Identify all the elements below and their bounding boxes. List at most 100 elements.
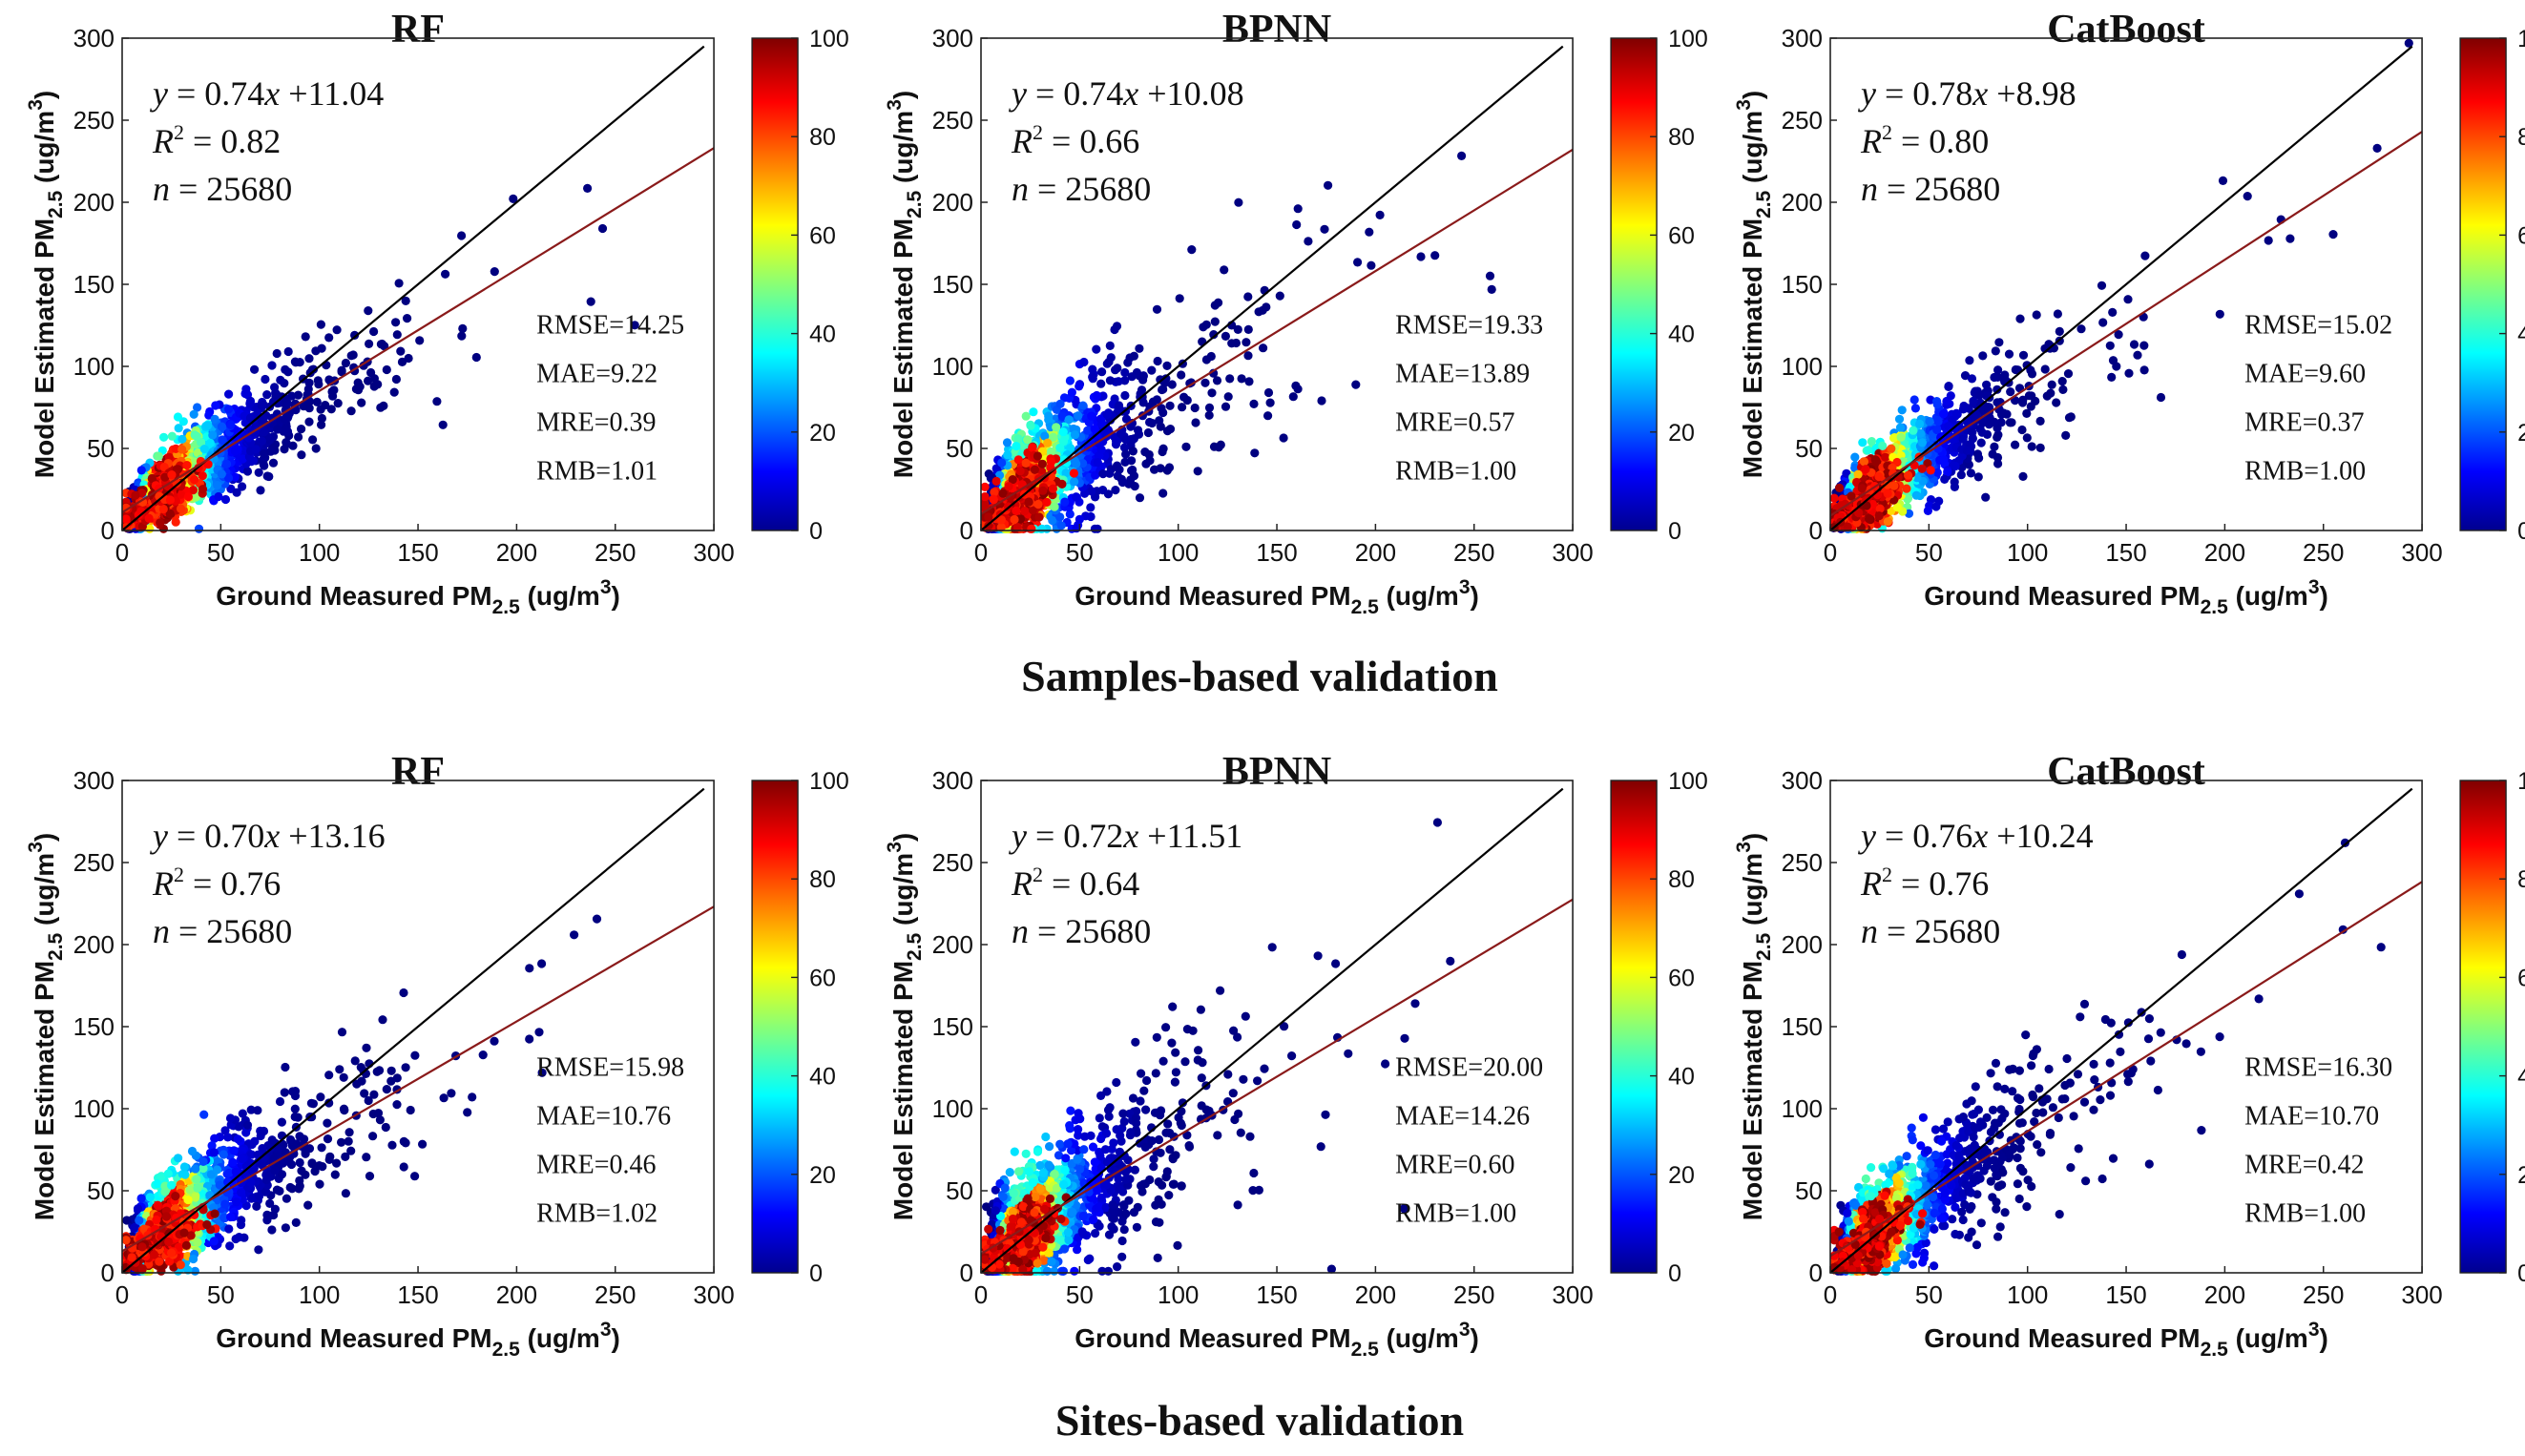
- data-point: [1021, 458, 1031, 468]
- data-point: [1897, 406, 1907, 415]
- data-point: [248, 456, 258, 466]
- data-point: [1105, 376, 1115, 385]
- data-point: [304, 354, 314, 364]
- data-point: [1981, 492, 1991, 502]
- data-point: [991, 476, 1001, 486]
- data-point: [332, 325, 342, 335]
- data-point: [1067, 387, 1076, 397]
- data-point: [396, 346, 406, 356]
- data-point: [350, 330, 360, 340]
- data-point: [364, 376, 373, 385]
- data-point: [1221, 331, 1230, 341]
- data-point: [1181, 442, 1191, 451]
- data-point: [177, 445, 187, 454]
- data-point: [2285, 234, 2295, 243]
- data-point: [154, 451, 163, 461]
- data-point: [1895, 423, 1906, 432]
- data-point: [1104, 357, 1114, 366]
- data-point: [280, 414, 290, 424]
- data-point: [1487, 284, 1496, 294]
- data-point: [165, 495, 175, 505]
- data-point: [220, 494, 231, 505]
- r-squared: R2 = 0.82: [152, 120, 281, 160]
- data-point: [1966, 468, 1975, 478]
- data-point: [317, 420, 326, 429]
- data-point: [2097, 281, 2107, 290]
- data-point: [1959, 401, 1969, 411]
- data-point: [2007, 418, 2016, 427]
- data-point: [2015, 314, 2025, 323]
- data-point: [230, 447, 240, 456]
- x-tick-label: 0: [115, 538, 129, 567]
- data-point: [1065, 376, 1075, 385]
- data-point: [1055, 443, 1065, 452]
- data-point: [1242, 338, 1251, 347]
- data-point: [2133, 350, 2142, 360]
- data-point: [1263, 411, 1273, 421]
- x-tick-label: 200: [1355, 538, 1396, 567]
- data-point: [324, 333, 334, 343]
- data-point: [1931, 502, 1941, 511]
- data-point: [1037, 459, 1047, 468]
- colorbar: [1610, 37, 1658, 531]
- data-point: [1993, 432, 2002, 442]
- data-point: [1038, 486, 1048, 495]
- data-point: [250, 364, 260, 374]
- data-point: [1293, 204, 1303, 214]
- x-tick-label: 100: [1158, 538, 1199, 567]
- data-point: [1050, 502, 1059, 511]
- data-point: [1021, 411, 1031, 421]
- data-point: [267, 361, 277, 370]
- data-point: [1078, 401, 1088, 410]
- y-tick-label: 0: [101, 516, 115, 545]
- data-point: [597, 223, 608, 234]
- data-point: [256, 486, 265, 495]
- data-point: [1939, 409, 1949, 419]
- data-point: [391, 374, 401, 385]
- data-point: [376, 340, 386, 349]
- data-point: [312, 397, 322, 406]
- x-tick-label: 100: [299, 538, 340, 567]
- data-point: [259, 427, 269, 437]
- x-tick-label: 250: [595, 538, 636, 567]
- data-point: [458, 323, 468, 333]
- data-point: [131, 490, 140, 500]
- data-point: [401, 296, 410, 305]
- data-point: [394, 279, 404, 288]
- data-point: [183, 491, 193, 502]
- data-point: [1162, 466, 1172, 475]
- data-point: [266, 447, 276, 456]
- y-axis-label: Model Estimated PM2.5 (ug/m3): [25, 91, 67, 478]
- data-point: [1859, 457, 1868, 467]
- y-tick-label: 200: [932, 188, 973, 217]
- colorbar-tick-label: 100: [1668, 26, 1708, 52]
- data-point: [1990, 372, 1999, 383]
- data-point: [1060, 497, 1070, 507]
- data-point: [1958, 434, 1968, 444]
- data-point: [1923, 506, 1932, 516]
- data-point: [1024, 497, 1033, 507]
- data-point: [308, 435, 318, 445]
- data-point: [260, 461, 269, 470]
- data-point: [2107, 372, 2117, 382]
- data-point: [1120, 457, 1130, 467]
- sample-count: n = 25680: [1012, 170, 1151, 208]
- data-point: [304, 417, 314, 426]
- data-point: [2372, 143, 2382, 153]
- data-point: [2035, 443, 2045, 452]
- data-point: [2215, 309, 2224, 319]
- data-point: [2139, 341, 2149, 350]
- data-point: [1153, 356, 1162, 366]
- data-point: [1098, 469, 1108, 479]
- data-point: [1950, 482, 1959, 491]
- data-point: [121, 514, 131, 524]
- data-point: [1028, 443, 1037, 452]
- data-point: [2055, 326, 2064, 336]
- data-point: [1416, 252, 1426, 261]
- y-tick-label: 300: [932, 24, 973, 52]
- data-point: [241, 385, 251, 394]
- data-point: [1233, 324, 1242, 334]
- data-point: [364, 306, 373, 316]
- data-point: [1288, 392, 1298, 402]
